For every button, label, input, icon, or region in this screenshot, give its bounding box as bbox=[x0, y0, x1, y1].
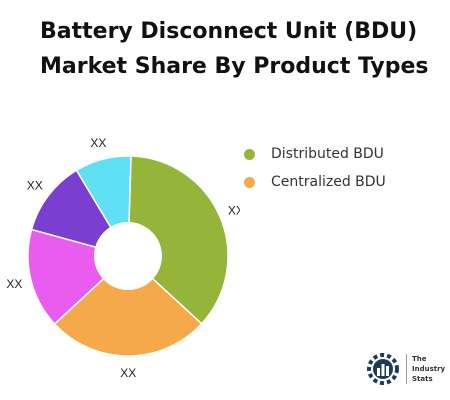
slice-label-0: XX bbox=[228, 204, 240, 218]
brand-name: The Industry Stats bbox=[406, 354, 445, 384]
brand-line-2: Industry bbox=[412, 365, 446, 373]
legend-swatch-distributed bbox=[244, 148, 255, 160]
legend-label-centralized: Centralized BDU bbox=[271, 174, 386, 190]
pie-slice-0 bbox=[127, 155, 229, 325]
slice-label-4: XX bbox=[90, 136, 106, 150]
donut-chart: XX XX XX XX XX bbox=[6, 136, 240, 380]
legend-item-centralized: Centralized BDU bbox=[244, 168, 386, 196]
brand-logo: The Industry Stats bbox=[366, 352, 445, 386]
legend-item-distributed: Distributed BDU bbox=[244, 140, 386, 168]
legend: Distributed BDU Centralized BDU bbox=[244, 140, 386, 196]
legend-label-distributed: Distributed BDU bbox=[271, 146, 384, 162]
chart-title: Battery Disconnect Unit (BDU) Market Sha… bbox=[40, 19, 429, 79]
brand-line-3: Stats bbox=[412, 375, 433, 383]
gear-bar-chart-icon bbox=[367, 353, 399, 385]
brand-line-1: The bbox=[412, 355, 427, 363]
slice-label-3: XX bbox=[27, 178, 43, 192]
slice-label-1: XX bbox=[120, 366, 136, 380]
donut-hole bbox=[94, 222, 162, 290]
slice-label-2: XX bbox=[6, 277, 22, 291]
pie-slice-1 bbox=[53, 254, 203, 357]
legend-swatch-centralized bbox=[244, 176, 255, 188]
